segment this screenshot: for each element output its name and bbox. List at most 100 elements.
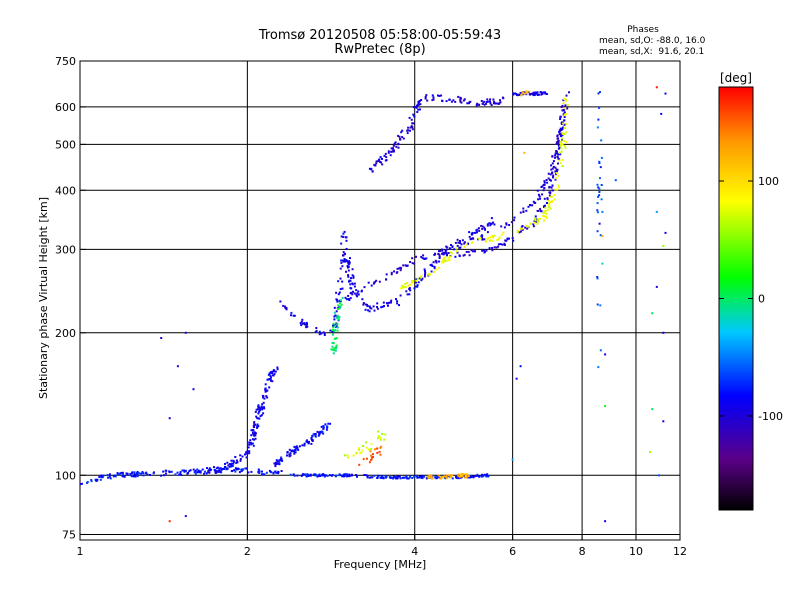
data-point	[381, 157, 383, 160]
data-point	[101, 476, 104, 479]
data-point	[407, 477, 410, 480]
data-point	[201, 468, 204, 471]
data-point	[404, 286, 407, 288]
data-point	[399, 266, 402, 269]
data-point	[554, 156, 556, 159]
data-point	[279, 300, 282, 303]
data-point	[250, 443, 253, 446]
data-point	[338, 291, 341, 294]
data-point	[381, 163, 384, 166]
data-point	[256, 423, 259, 426]
data-point	[438, 95, 441, 97]
data-point	[396, 476, 399, 479]
data-point	[419, 276, 422, 279]
data-point	[601, 210, 604, 213]
data-point	[285, 308, 288, 311]
data-point	[494, 102, 497, 105]
data-point	[305, 321, 308, 324]
data-point	[353, 292, 356, 295]
data-point	[497, 238, 500, 241]
data-point	[228, 465, 231, 468]
data-point	[424, 270, 426, 273]
data-point	[377, 435, 380, 438]
data-point	[554, 178, 557, 181]
data-point	[472, 237, 475, 240]
data-point	[244, 467, 247, 470]
data-point	[486, 231, 489, 234]
data-point	[599, 304, 602, 307]
data-point	[534, 217, 537, 220]
data-point	[376, 306, 378, 308]
data-point	[377, 437, 379, 440]
data-point	[425, 477, 428, 480]
data-point	[443, 475, 446, 478]
data-point	[301, 473, 304, 476]
data-point	[547, 172, 550, 175]
data-point	[387, 301, 390, 304]
data-point	[398, 135, 401, 138]
data-point	[339, 305, 342, 308]
data-point	[134, 475, 137, 478]
data-point	[465, 250, 468, 253]
data-point	[564, 107, 567, 110]
data-point	[404, 283, 407, 285]
data-point	[534, 91, 537, 94]
data-point	[516, 94, 519, 97]
data-point	[235, 459, 238, 462]
data-point	[508, 224, 511, 226]
data-point	[276, 368, 279, 371]
data-point	[655, 285, 658, 288]
data-point	[662, 245, 665, 247]
data-point	[457, 241, 460, 244]
data-point	[550, 168, 553, 171]
data-point	[218, 467, 221, 470]
data-point	[542, 189, 545, 192]
data-point	[343, 473, 346, 476]
data-point	[396, 267, 399, 270]
data-point	[496, 102, 499, 105]
data-point	[239, 454, 242, 457]
data-point	[331, 330, 334, 333]
data-point	[207, 470, 210, 473]
chart-subtitle: RwPretec (8p)	[334, 42, 425, 57]
data-point	[406, 281, 409, 284]
data-point	[531, 204, 534, 207]
data-point	[347, 274, 350, 277]
data-point	[538, 195, 541, 198]
data-point	[295, 445, 298, 448]
data-point	[370, 448, 373, 450]
y-axis-ticks: 75 100 200 300 400 500 600 750	[55, 55, 86, 541]
data-point	[466, 102, 469, 105]
data-point	[455, 476, 457, 478]
data-point	[443, 259, 446, 262]
data-point	[416, 111, 419, 113]
colorbar-tick-label: 100	[758, 175, 779, 188]
data-point	[318, 473, 321, 476]
data-point	[540, 93, 543, 96]
data-point	[441, 252, 443, 255]
data-point	[599, 177, 601, 180]
data-point	[416, 285, 419, 288]
data-point	[368, 461, 371, 464]
data-point	[400, 131, 403, 134]
data-point	[551, 155, 554, 158]
data-point	[545, 215, 548, 218]
data-point	[320, 425, 323, 428]
data-point	[551, 162, 554, 165]
data-point	[566, 107, 569, 110]
data-point	[340, 261, 343, 264]
data-point	[529, 93, 531, 96]
data-point	[205, 472, 208, 475]
data-point	[454, 255, 457, 258]
x-tick-label: 1	[77, 545, 84, 558]
data-point	[424, 96, 427, 98]
data-point	[406, 264, 409, 267]
data-point	[483, 226, 486, 229]
data-point	[215, 467, 218, 470]
data-point	[306, 441, 309, 444]
data-point	[331, 348, 334, 351]
data-point	[546, 181, 549, 184]
data-point	[536, 91, 539, 94]
data-point	[401, 284, 403, 287]
data-point	[322, 427, 325, 430]
